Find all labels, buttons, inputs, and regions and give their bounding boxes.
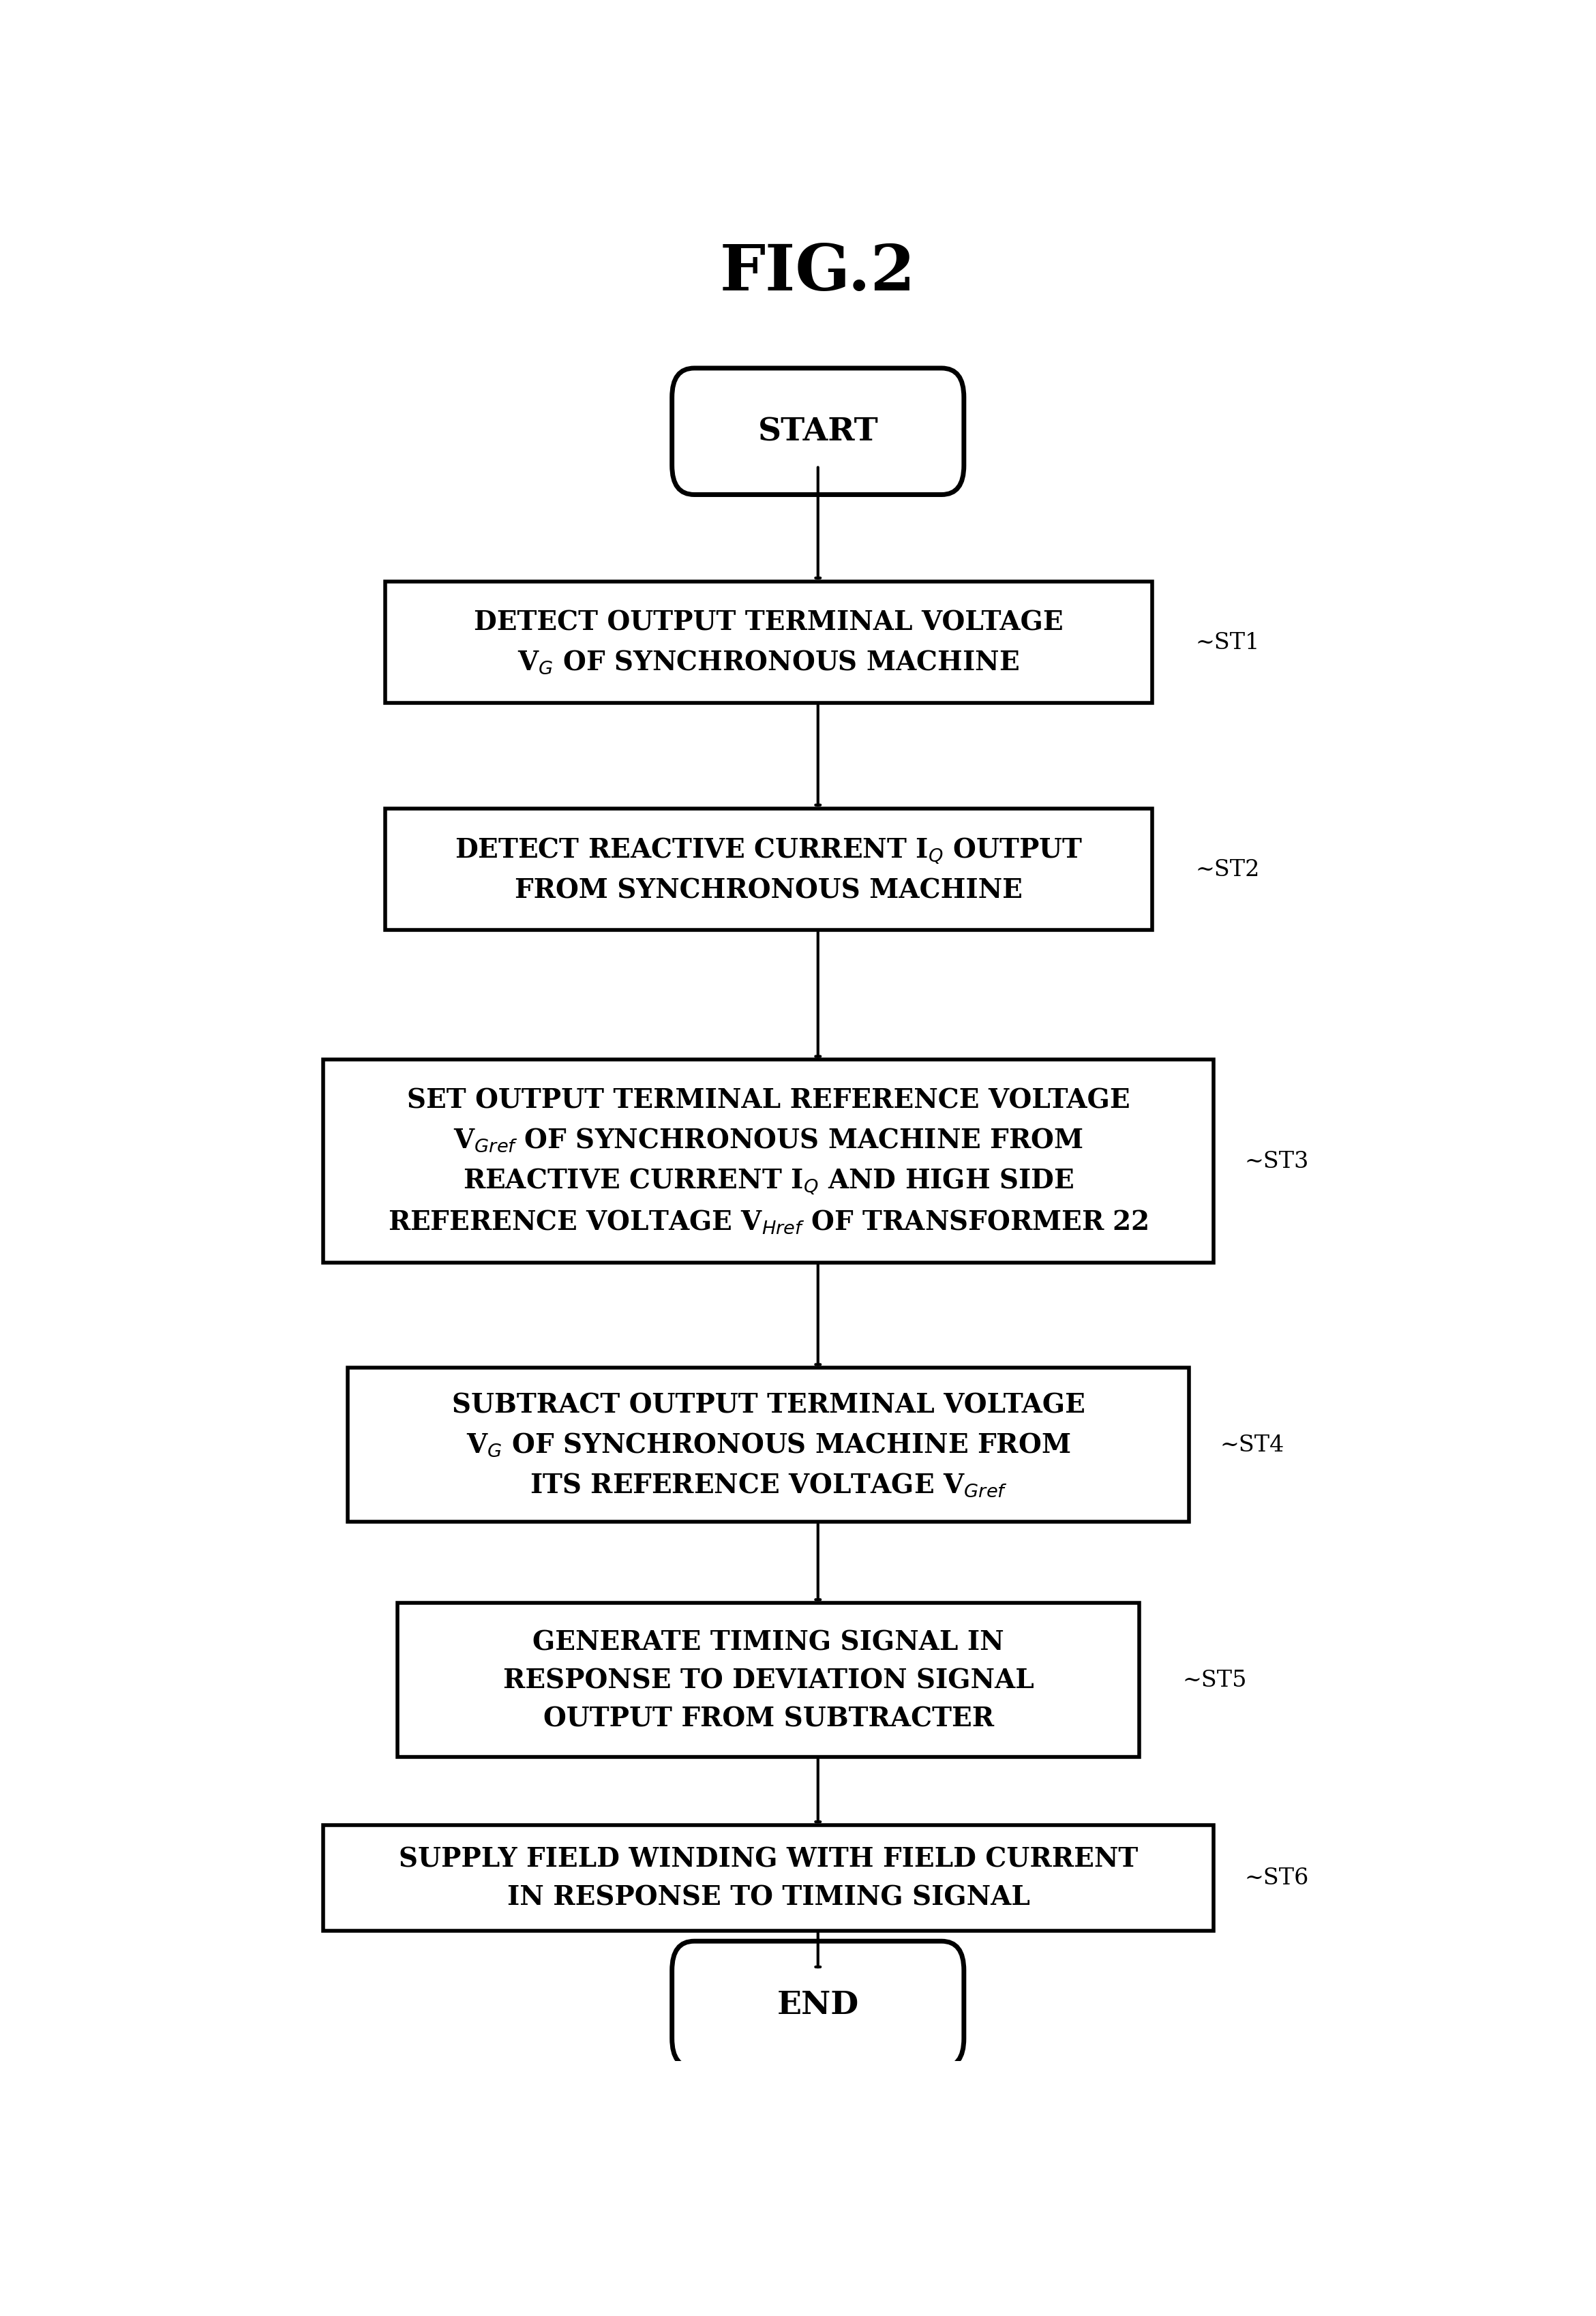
FancyBboxPatch shape — [397, 1603, 1140, 1758]
Text: DETECT REACTIVE CURRENT I$_Q$ OUTPUT
FROM SYNCHRONOUS MACHINE: DETECT REACTIVE CURRENT I$_Q$ OUTPUT FRO… — [455, 836, 1082, 903]
Text: ~ST3: ~ST3 — [1245, 1151, 1309, 1172]
Text: FIG.2: FIG.2 — [720, 243, 916, 303]
FancyBboxPatch shape — [385, 808, 1152, 931]
Text: ~ST4: ~ST4 — [1219, 1434, 1285, 1457]
Text: ~ST2: ~ST2 — [1195, 859, 1259, 880]
Text: SUPPLY FIELD WINDING WITH FIELD CURRENT
IN RESPONSE TO TIMING SIGNAL: SUPPLY FIELD WINDING WITH FIELD CURRENT … — [399, 1846, 1138, 1911]
Text: DETECT OUTPUT TERMINAL VOLTAGE
V$_G$ OF SYNCHRONOUS MACHINE: DETECT OUTPUT TERMINAL VOLTAGE V$_G$ OF … — [474, 609, 1063, 676]
FancyBboxPatch shape — [324, 1825, 1215, 1932]
FancyBboxPatch shape — [672, 1941, 964, 2068]
FancyBboxPatch shape — [348, 1369, 1189, 1522]
Text: ~ST6: ~ST6 — [1245, 1867, 1309, 1890]
Text: ~ST5: ~ST5 — [1183, 1670, 1246, 1691]
Text: SET OUTPUT TERMINAL REFERENCE VOLTAGE
V$_{Gref}$ OF SYNCHRONOUS MACHINE FROM
REA: SET OUTPUT TERMINAL REFERENCE VOLTAGE V$… — [388, 1089, 1149, 1234]
Text: GENERATE TIMING SIGNAL IN
RESPONSE TO DEVIATION SIGNAL
OUTPUT FROM SUBTRACTER: GENERATE TIMING SIGNAL IN RESPONSE TO DE… — [503, 1628, 1034, 1732]
FancyBboxPatch shape — [385, 581, 1152, 704]
Text: ~ST1: ~ST1 — [1195, 632, 1259, 653]
Text: START: START — [758, 417, 878, 447]
FancyBboxPatch shape — [672, 368, 964, 496]
Text: END: END — [777, 1989, 859, 2020]
FancyBboxPatch shape — [324, 1061, 1215, 1262]
Text: SUBTRACT OUTPUT TERMINAL VOLTAGE
V$_G$ OF SYNCHRONOUS MACHINE FROM
ITS REFERENCE: SUBTRACT OUTPUT TERMINAL VOLTAGE V$_G$ O… — [452, 1392, 1085, 1498]
